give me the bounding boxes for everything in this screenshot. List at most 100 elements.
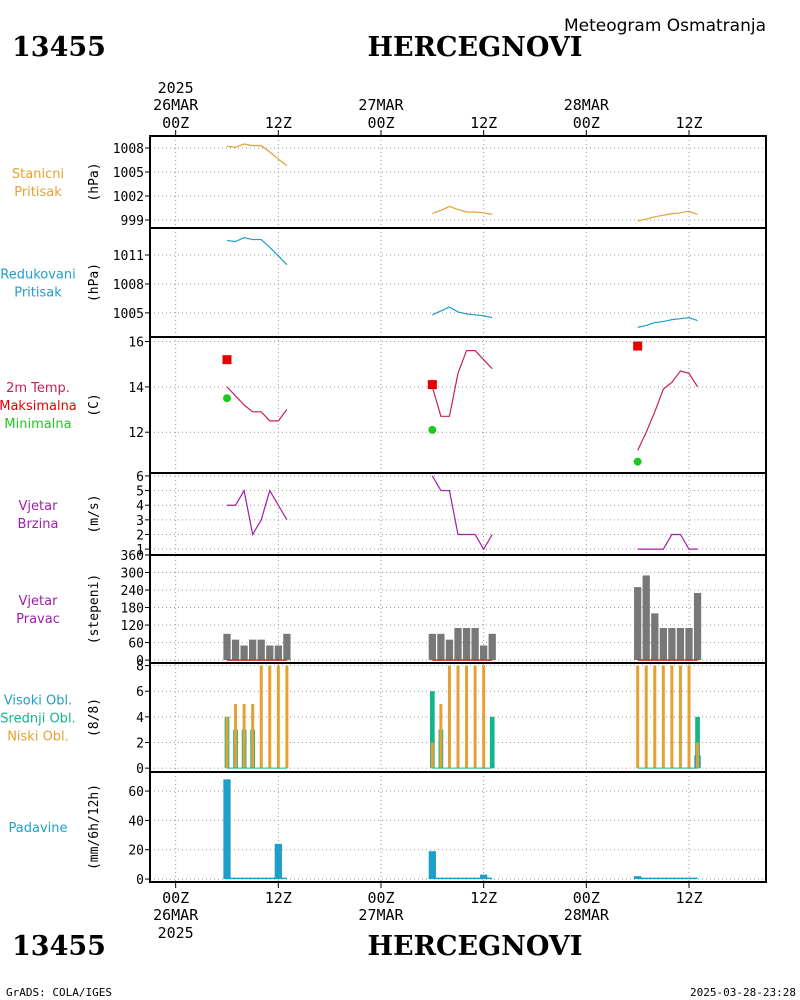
min-temp-marker: [428, 425, 437, 434]
wind-direction-bar: [693, 592, 702, 661]
y-tick-label: 1005: [113, 166, 144, 181]
y-unit-label: (m/s): [87, 494, 102, 533]
wind-direction-bar: [668, 627, 676, 661]
y-tick-label: 6: [136, 685, 144, 700]
cloud-bar: [636, 665, 640, 769]
cloud-bar: [644, 665, 648, 769]
time-label-top: 00Z: [573, 114, 600, 132]
meteogram-subtitle: Meteogram Osmatranja: [564, 16, 766, 36]
footer-credit: GrADS: COLA/IGES: [6, 986, 112, 999]
cloud-bar: [234, 704, 238, 769]
wind-direction-bar: [428, 633, 436, 661]
station-name-bottom: HERCEGNOVI: [368, 931, 583, 962]
panel-frame: [149, 135, 767, 229]
panel-frame: [149, 472, 767, 556]
max-temp-marker: [222, 355, 232, 365]
cloud-bar: [285, 665, 289, 769]
time-label-top: 12Z: [470, 114, 497, 132]
wind-direction-bar: [634, 587, 642, 661]
y-unit-label: (hPa): [87, 263, 102, 302]
y-tick-label: 8: [136, 660, 144, 675]
series-line: [226, 237, 288, 266]
time-label-bottom: 27MAR: [358, 906, 404, 924]
wind-direction-bar: [685, 627, 693, 661]
time-label-top: 26MAR: [153, 96, 199, 114]
wind-direction-bar: [659, 627, 667, 661]
y-tick-label: 14: [128, 381, 144, 396]
series-line: [432, 306, 493, 319]
y-tick-label: 999: [121, 214, 144, 229]
wind-direction-bar: [454, 627, 462, 661]
series-line: [431, 350, 493, 417]
y-tick-label: 300: [121, 567, 144, 582]
y-unit-label: (hPa): [87, 162, 102, 201]
panel-label: Srednji Obl.: [0, 712, 75, 727]
panel-frame: [149, 336, 767, 474]
y-tick-label: 0: [136, 654, 144, 669]
time-label-bottom: 00Z: [573, 889, 600, 907]
cloud-bar: [465, 665, 469, 769]
cloud-bar: [259, 665, 263, 769]
panel-pravac: 0 60 120 180 240 300 360 (stepeni) Vjetar Pravac: [16, 549, 767, 669]
wind-direction-bar: [480, 645, 488, 661]
time-label-bottom: 26MAR: [153, 906, 199, 924]
time-label-bottom: 12Z: [675, 889, 702, 907]
cloud-bar: [439, 704, 443, 769]
cloud-bar: [447, 665, 451, 769]
cloud-bar: [251, 704, 255, 769]
wind-direction-bar: [462, 627, 471, 661]
panel-oblaci: 0 2 4 6 8 (8/8) Visoki Obl. Srednji Obl. Niski O…: [0, 660, 767, 777]
wind-direction-bar: [249, 639, 257, 661]
cloud-bar: [456, 665, 460, 769]
cloud-bar: [687, 665, 691, 769]
station-name-top: HERCEGNOVI: [368, 32, 583, 63]
cloud-bar: [670, 665, 674, 769]
wind-direction-bar: [651, 613, 659, 661]
wind-direction-bar: [266, 645, 274, 661]
cloud-bar: [489, 716, 495, 769]
time-label-top: 00Z: [162, 114, 189, 132]
cloud-bar: [653, 665, 657, 769]
panel-label: Brzina: [18, 517, 59, 532]
precipitation-bar: [480, 874, 488, 880]
cloud-bar: [429, 691, 435, 769]
time-label-top: 28MAR: [564, 96, 610, 114]
cloud-bar: [242, 704, 246, 769]
y-tick-label: 0: [136, 762, 144, 777]
cloud-bar: [268, 665, 272, 769]
y-tick-label: 3: [136, 514, 144, 529]
time-label-bottom: 12Z: [265, 889, 292, 907]
y-tick-label: 12: [128, 426, 144, 441]
time-label-top: 27MAR: [358, 96, 404, 114]
time-label-bottom: 00Z: [162, 889, 189, 907]
cloud-bar: [661, 665, 665, 769]
panel-redukovani: 1005 1008 1011 (hPa) Redukovani Pritisak: [0, 227, 767, 338]
time-label-bottom: 28MAR: [564, 906, 610, 924]
min-temp-marker: [223, 394, 231, 403]
series-line: [637, 317, 698, 328]
panel-label: Redukovani: [0, 268, 75, 283]
y-tick-label: 1005: [113, 307, 144, 322]
precipitation-bar: [274, 843, 282, 880]
precipitation-bar: [428, 851, 436, 880]
y-tick-label: 4: [136, 499, 144, 514]
panel-padavine: 0 20 40 60 (mm/6h/12h) Padavine: [9, 771, 767, 888]
y-tick-label: 40: [128, 814, 144, 829]
wind-direction-bar: [223, 633, 231, 661]
y-tick-label: 240: [121, 584, 144, 599]
wind-direction-bar: [257, 639, 265, 661]
y-tick-label: 0: [136, 873, 144, 888]
cloud-bar: [225, 716, 229, 769]
y-tick-label: 120: [121, 619, 144, 634]
wind-direction-bar: [274, 645, 282, 661]
cloud-bar: [482, 665, 486, 769]
y-tick-label: 5: [136, 485, 144, 500]
y-tick-label: 360: [121, 549, 144, 564]
y-tick-label: 1002: [113, 190, 144, 205]
series-line: [432, 205, 493, 215]
y-tick-label: 180: [121, 602, 144, 617]
cloud-bar: [430, 742, 434, 769]
max-temp-marker: [633, 341, 643, 351]
y-tick-label: 2: [136, 737, 144, 752]
panel-label: Vjetar: [19, 499, 59, 514]
